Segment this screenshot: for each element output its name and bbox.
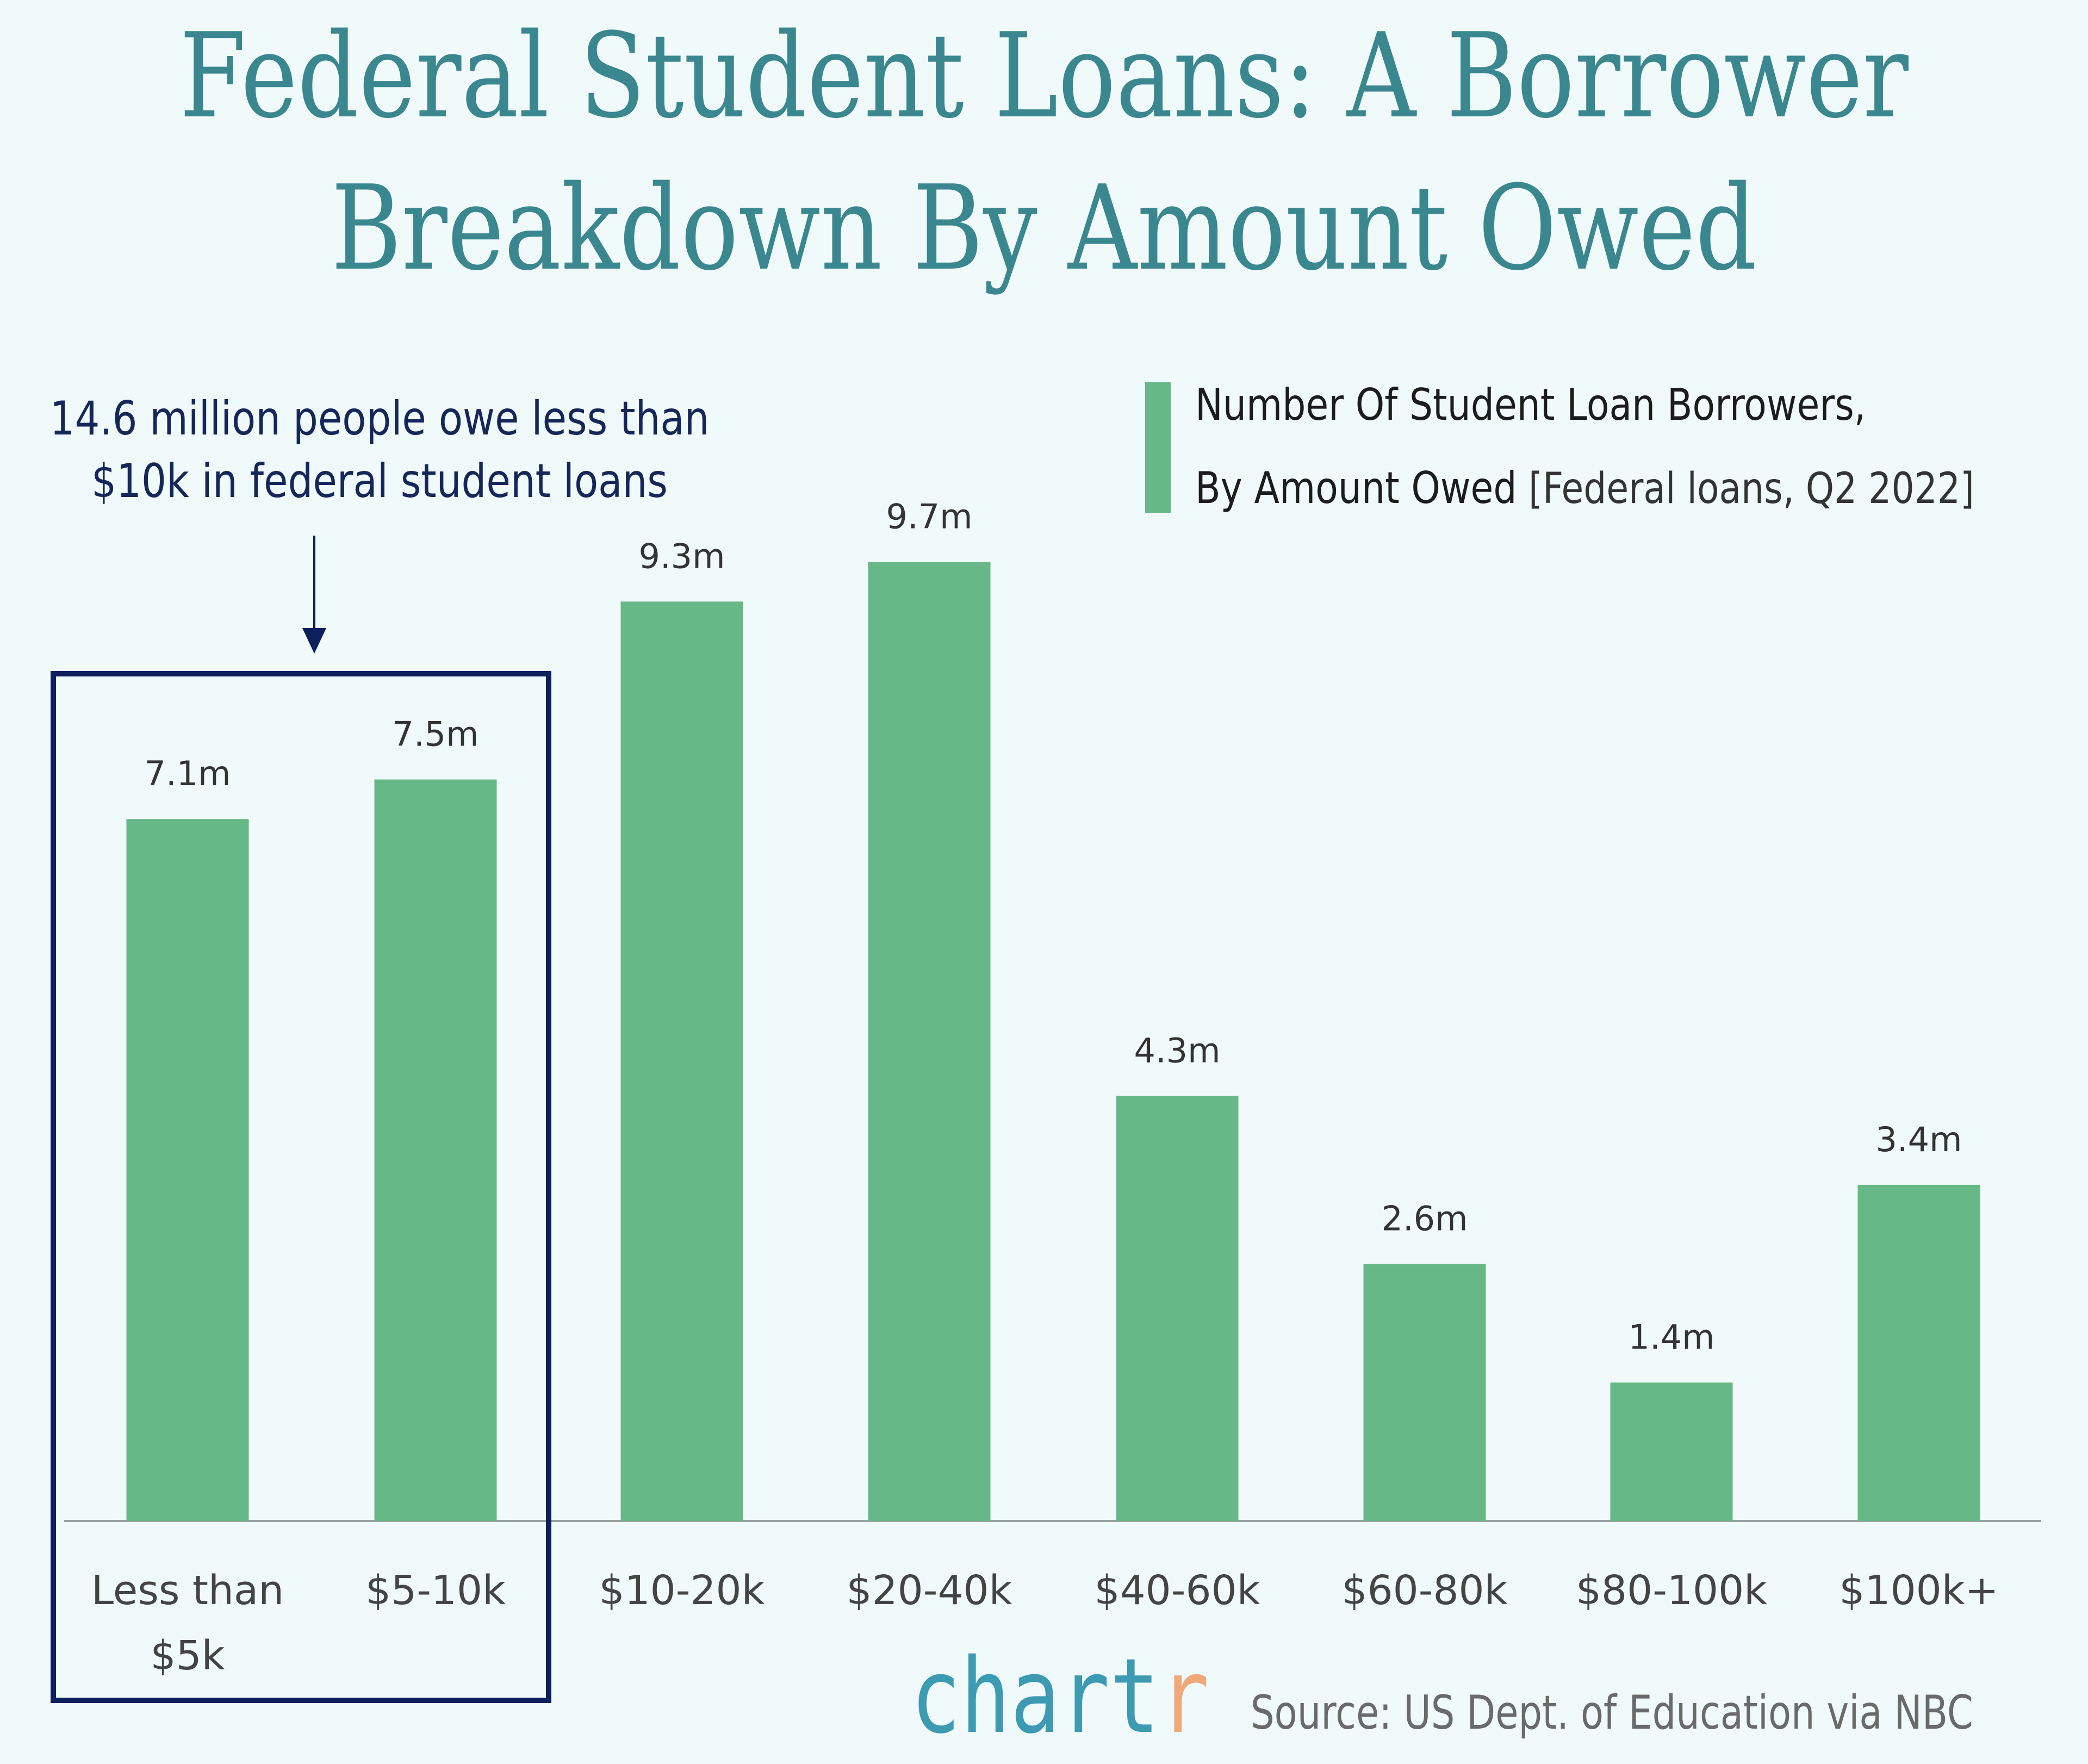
chart-title-line-2: Breakdown By Amount Owed <box>331 160 1757 296</box>
legend-main: By Amount Owed <box>1195 463 1517 513</box>
category-label: $5-10k <box>365 1567 506 1614</box>
bar <box>126 819 249 1521</box>
category-label: $60-80k <box>1342 1567 1508 1614</box>
logo-main: chart <box>911 1636 1160 1756</box>
bar <box>1610 1382 1733 1521</box>
bar <box>374 779 497 1521</box>
legend-sub: [Federal loans, Q2 2022] <box>1528 464 1974 513</box>
annotation-line-2: $10k in federal student loans <box>91 454 668 508</box>
data-label: 4.3m <box>1134 1030 1221 1070</box>
bar <box>1363 1264 1486 1521</box>
chartr-logo: chartr <box>911 1637 1209 1756</box>
category-label: $80-100k <box>1576 1567 1767 1614</box>
annotation-arrow-head <box>302 628 326 654</box>
source-text: Source: US Dept. of Education via NBC <box>1251 1686 1973 1740</box>
data-label: 1.4m <box>1629 1317 1715 1357</box>
category-label: $10-20k <box>599 1567 765 1614</box>
data-label: 7.1m <box>145 754 231 793</box>
category-label: $5k <box>150 1632 225 1679</box>
annotation-line-1: 14.6 million people owe less than <box>49 392 710 446</box>
data-label: 3.4m <box>1876 1120 1962 1159</box>
legend-line-2: By Amount Owed [Federal loans, Q2 2022] <box>1195 461 1974 516</box>
category-label: $20-40k <box>847 1567 1012 1614</box>
legend-line-1: Number Of Student Loan Borrowers, <box>1195 380 1866 430</box>
bar <box>1116 1096 1239 1521</box>
category-label: Less than <box>91 1567 284 1614</box>
data-label: 7.5m <box>393 715 479 754</box>
data-label: 9.3m <box>639 536 725 576</box>
category-label: $40-60k <box>1095 1567 1260 1614</box>
chart-title-line-1: Federal Student Loans: A Borrower <box>179 8 1909 144</box>
data-label: 9.7m <box>886 497 973 537</box>
bar <box>868 562 991 1521</box>
bar <box>620 601 743 1521</box>
category-label: $100k+ <box>1839 1567 1998 1614</box>
bar <box>1857 1184 1980 1521</box>
logo-accent: r <box>1159 1636 1210 1756</box>
data-label: 2.6m <box>1382 1198 1468 1238</box>
legend-swatch <box>1145 382 1171 513</box>
highlight-box <box>51 671 551 1703</box>
